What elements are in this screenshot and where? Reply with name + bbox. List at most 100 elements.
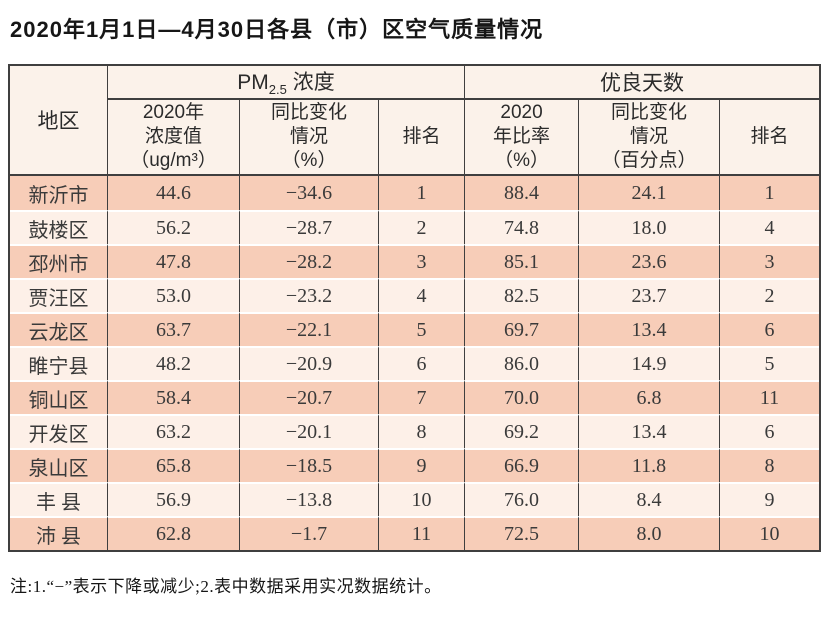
page: 2020年1月1日—4月30日各县（市）区空气质量情况 地区 PM2.5 浓度 …: [8, 17, 822, 596]
page-title: 2020年1月1日—4月30日各县（市）区空气质量情况: [10, 17, 544, 42]
pm-rank-cell: 8: [379, 414, 466, 448]
days-change-cell: 6.8: [579, 380, 721, 414]
pm-change-cell: −22.1: [240, 312, 379, 346]
header-group-row: 地区 PM2.5 浓度 优良天数: [10, 66, 820, 176]
table-row: 丰 县 56.9 −13.8 10 76.0 8.4 9: [10, 482, 820, 516]
days-rate-cell: 66.9: [465, 448, 580, 482]
pm-change-cell: −28.7: [240, 210, 379, 244]
days-change-cell: 13.4: [579, 312, 721, 346]
pm-rank-cell: 10: [379, 482, 466, 516]
days-rate-cell: 82.5: [465, 278, 580, 312]
days-rank-cell: 5: [720, 346, 820, 380]
pm-rank-cell: 7: [379, 380, 466, 414]
pm-change-cell: −20.1: [240, 414, 379, 448]
pm-rank-cell: 9: [379, 448, 466, 482]
pm-value-cell: 63.7: [108, 312, 240, 346]
column-header-pm-value: 2020年 浓度值 （ug/m³）: [108, 100, 240, 176]
pm-change-cell: −23.2: [240, 278, 379, 312]
air-quality-table: 地区 PM2.5 浓度 优良天数 2020年 浓度值 （ug/m³） 同比变化 …: [8, 64, 822, 552]
column-header-days-change: 同比变化 情况 （百分点）: [579, 100, 721, 176]
column-header-pm-rank: 排名: [379, 100, 466, 176]
days-rate-cell: 76.0: [465, 482, 580, 516]
pm-rank-cell: 1: [379, 176, 466, 210]
pm-value-cell: 48.2: [108, 346, 240, 380]
region-cell: 泉山区: [10, 448, 108, 482]
pm-rank-cell: 2: [379, 210, 466, 244]
pm-value-cell: 44.6: [108, 176, 240, 210]
column-header-days-rank: 排名: [720, 100, 820, 176]
column-header-days-rate: 2020 年比率 （%）: [465, 100, 580, 176]
days-change-cell: 8.4: [579, 482, 721, 516]
days-change-cell: 14.9: [579, 346, 721, 380]
region-cell: 睢宁县: [10, 346, 108, 380]
days-change-cell: 23.7: [579, 278, 721, 312]
pm-change-cell: −20.9: [240, 346, 379, 380]
table-row: 铜山区 58.4 −20.7 7 70.0 6.8 11: [10, 380, 820, 414]
table-row: 开发区 63.2 −20.1 8 69.2 13.4 6: [10, 414, 820, 448]
days-rate-cell: 69.2: [465, 414, 580, 448]
table-row: 泉山区 65.8 −18.5 9 66.9 11.8 8: [10, 448, 820, 482]
days-rank-cell: 10: [720, 516, 820, 550]
pm-rank-cell: 6: [379, 346, 466, 380]
days-change-cell: 13.4: [579, 414, 721, 448]
days-change-cell: 8.0: [579, 516, 721, 550]
table-row: 邳州市 47.8 −28.2 3 85.1 23.6 3: [10, 244, 820, 278]
days-change-cell: 23.6: [579, 244, 721, 278]
table-row: 贾汪区 53.0 −23.2 4 82.5 23.7 2: [10, 278, 820, 312]
table-row: 云龙区 63.7 −22.1 5 69.7 13.4 6: [10, 312, 820, 346]
table-row: 沛 县 62.8 −1.7 11 72.5 8.0 10: [10, 516, 820, 550]
pm-change-cell: −1.7: [240, 516, 379, 550]
days-rate-cell: 85.1: [465, 244, 580, 278]
days-rate-cell: 74.8: [465, 210, 580, 244]
table-body: 新沂市 44.6 −34.6 1 88.4 24.1 1 鼓楼区 56.2 −2…: [10, 176, 820, 550]
days-rate-cell: 69.7: [465, 312, 580, 346]
pm-change-cell: −20.7: [240, 380, 379, 414]
days-rank-cell: 4: [720, 210, 820, 244]
table-row: 睢宁县 48.2 −20.9 6 86.0 14.9 5: [10, 346, 820, 380]
days-rank-cell: 3: [720, 244, 820, 278]
pm-rank-cell: 5: [379, 312, 466, 346]
region-cell: 新沂市: [10, 176, 108, 210]
region-cell: 云龙区: [10, 312, 108, 346]
pm-change-cell: −34.6: [240, 176, 379, 210]
days-rank-cell: 6: [720, 414, 820, 448]
table-header: 地区 PM2.5 浓度 优良天数 2020年 浓度值 （ug/m³） 同比变化 …: [10, 66, 820, 176]
pm-value-cell: 47.8: [108, 244, 240, 278]
pm-rank-cell: 11: [379, 516, 466, 550]
pm-value-cell: 53.0: [108, 278, 240, 312]
region-cell: 邳州市: [10, 244, 108, 278]
days-rank-cell: 6: [720, 312, 820, 346]
days-rank-cell: 2: [720, 278, 820, 312]
table-row: 新沂市 44.6 −34.6 1 88.4 24.1 1: [10, 176, 820, 210]
pm-change-cell: −18.5: [240, 448, 379, 482]
days-rate-cell: 86.0: [465, 346, 580, 380]
days-rank-cell: 1: [720, 176, 820, 210]
pm-value-cell: 63.2: [108, 414, 240, 448]
pm-value-cell: 56.2: [108, 210, 240, 244]
column-group-pm25: PM2.5 浓度: [108, 66, 466, 100]
column-header-pm-change: 同比变化 情况 （%）: [240, 100, 379, 176]
region-cell: 开发区: [10, 414, 108, 448]
days-rate-cell: 70.0: [465, 380, 580, 414]
pm-value-cell: 58.4: [108, 380, 240, 414]
days-change-cell: 24.1: [579, 176, 721, 210]
region-cell: 沛 县: [10, 516, 108, 550]
table-row: 鼓楼区 56.2 −28.7 2 74.8 18.0 4: [10, 210, 820, 244]
days-rate-cell: 72.5: [465, 516, 580, 550]
pm25-group-label: PM2.5 浓度: [237, 71, 335, 98]
pm-value-cell: 56.9: [108, 482, 240, 516]
pm-rank-cell: 4: [379, 278, 466, 312]
days-change-cell: 18.0: [579, 210, 721, 244]
region-cell: 丰 县: [10, 482, 108, 516]
region-cell: 贾汪区: [10, 278, 108, 312]
days-rate-cell: 88.4: [465, 176, 580, 210]
region-cell: 铜山区: [10, 380, 108, 414]
pm-change-cell: −13.8: [240, 482, 379, 516]
column-header-region: 地区: [10, 66, 108, 176]
days-rank-cell: 11: [720, 380, 820, 414]
region-cell: 鼓楼区: [10, 210, 108, 244]
pm-change-cell: −28.2: [240, 244, 379, 278]
header-sub-row: 2020年 浓度值 （ug/m³） 同比变化 情况 （%） 排名 2020 年比…: [10, 100, 820, 176]
days-rank-cell: 9: [720, 482, 820, 516]
pm-value-cell: 65.8: [108, 448, 240, 482]
